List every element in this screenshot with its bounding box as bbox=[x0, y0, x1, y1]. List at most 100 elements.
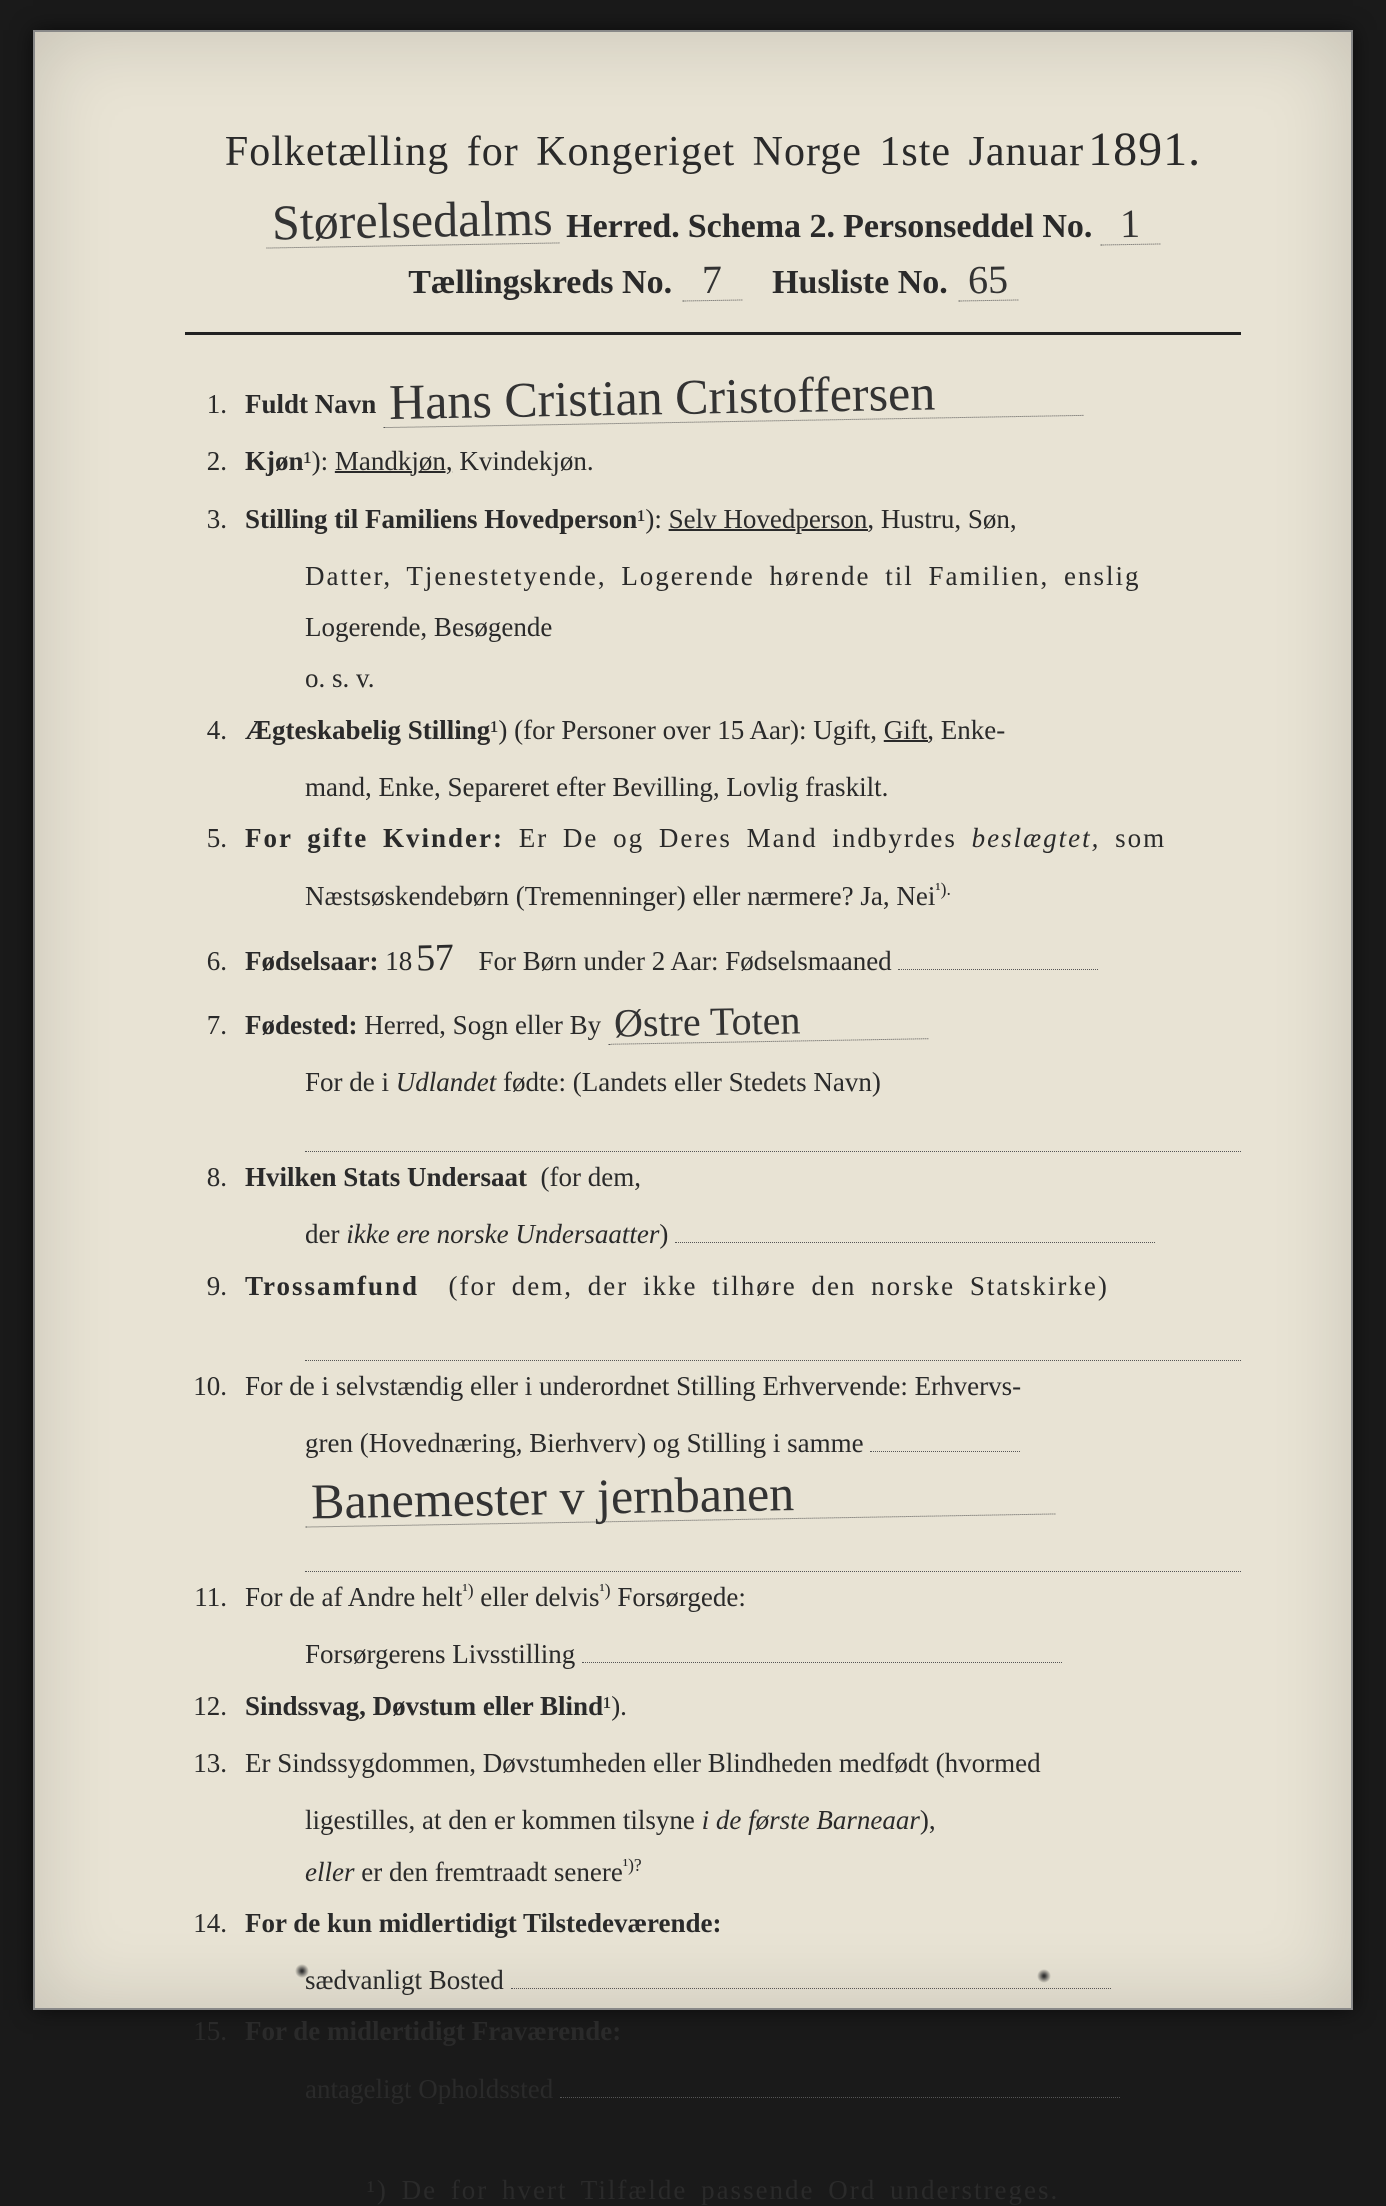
field-body: Sindssvag, Døvstum eller Blind¹). bbox=[245, 1681, 1241, 1732]
text: (for dem, der ikke tilhøre den norske St… bbox=[449, 1271, 1109, 1301]
field-label: For gifte Kvinder: bbox=[245, 823, 504, 853]
field-label: Trossamfund bbox=[245, 1271, 419, 1301]
field-num: 9. bbox=[185, 1261, 245, 1312]
dotted-blank bbox=[582, 1634, 1062, 1664]
title-year: 1891. bbox=[1088, 123, 1201, 176]
field-num: 3. bbox=[185, 494, 245, 545]
field-15-line2: antageligt Opholdssted bbox=[305, 2064, 1241, 2115]
text: Er Sindssygdommen, Døvstumheden eller Bl… bbox=[245, 1748, 1041, 1778]
field-9: 9. Trossamfund (for dem, der ikke tilhør… bbox=[185, 1261, 1241, 1312]
schema-label: Schema 2. bbox=[688, 208, 835, 246]
options-rest: Hustru, Søn, bbox=[881, 504, 1017, 534]
text: som bbox=[1115, 823, 1166, 853]
year-prefix: 18 bbox=[385, 946, 412, 976]
field-14-line2: sædvanligt Bosted bbox=[305, 1955, 1241, 2006]
text: der bbox=[305, 1219, 339, 1249]
field-num: 1. bbox=[185, 379, 245, 430]
field-14: 14. For de kun midlertidigt Tilstedevære… bbox=[185, 1898, 1241, 1949]
field-body: For de i selvstændig eller i underordnet… bbox=[245, 1361, 1241, 1412]
field-1: 1. Fuldt Navn Hans Cristian Cristofferse… bbox=[185, 371, 1241, 430]
divider bbox=[185, 332, 1241, 335]
field-num: 2. bbox=[185, 436, 245, 487]
field-3-line4: o. s. v. bbox=[305, 653, 1241, 704]
footnote-ref: ¹) bbox=[600, 1580, 611, 1600]
text: For Børn under 2 Aar: Fødselsmaaned bbox=[478, 946, 891, 976]
field-7: 7. Fødested: Herred, Sogn eller By Østre… bbox=[185, 1000, 1241, 1051]
dotted-blank bbox=[870, 1423, 1020, 1453]
header-block: Folketælling for Kongeriget Norge 1ste J… bbox=[185, 122, 1241, 302]
dotted-blank-line bbox=[305, 1109, 1241, 1152]
field-13: 13. Er Sindssygdommen, Døvstumheden elle… bbox=[185, 1738, 1241, 1789]
footnote-ref: ¹). bbox=[603, 1691, 627, 1721]
field-10-line2: gren (Hovednæring, Bierhverv) og Stillin… bbox=[305, 1418, 1241, 1469]
field-label: Kjøn bbox=[245, 446, 304, 476]
birthplace-hw: Østre Toten bbox=[608, 998, 929, 1045]
field-label: Hvilken Stats Undersaat bbox=[245, 1162, 527, 1192]
dotted-blank-line bbox=[305, 1529, 1241, 1572]
field-body: Fødested: Herred, Sogn eller By Østre To… bbox=[245, 1000, 1241, 1051]
field-8-line2: der ikke ere norske Undersaatter) bbox=[305, 1209, 1241, 1260]
field-num: 10. bbox=[185, 1361, 245, 1412]
field-num: 4. bbox=[185, 705, 245, 756]
census-form-page: Folketælling for Kongeriget Norge 1ste J… bbox=[33, 30, 1353, 2010]
field-body: Hvilken Stats Undersaat (for dem, bbox=[245, 1152, 1241, 1203]
occupation-hw: Banemester v jernbanen bbox=[305, 1463, 1056, 1527]
dotted-blank bbox=[560, 2068, 1120, 2098]
birthyear-hw: 57 bbox=[411, 921, 459, 994]
field-15: 15. For de midlertidigt Fraværende: bbox=[185, 2006, 1241, 2057]
text: fødte: (Landets eller Stedets Navn) bbox=[503, 1067, 881, 1097]
em-ikke-norske: ikke ere norske Undersaatter bbox=[346, 1219, 659, 1249]
text: For de af Andre helt bbox=[245, 1582, 462, 1612]
text: Forsørgede: bbox=[617, 1582, 746, 1612]
field-num: 12. bbox=[185, 1681, 245, 1732]
field-label: Fuldt Navn bbox=[245, 389, 376, 419]
em-udlandet: Udlandet bbox=[396, 1067, 497, 1097]
text: er den fremtraadt senere bbox=[361, 1857, 623, 1887]
field-num: 7. bbox=[185, 1000, 245, 1051]
field-body: Fødselsaar: 1857 For Børn under 2 Aar: F… bbox=[245, 922, 1241, 994]
field-3: 3. Stilling til Familiens Hovedperson¹):… bbox=[185, 494, 1241, 545]
title-line-2: Størelsedalms Herred. Schema 2. Personse… bbox=[185, 195, 1241, 246]
field-num: 8. bbox=[185, 1152, 245, 1203]
option-mandkjon: Mandkjøn, bbox=[335, 446, 453, 476]
field-2: 2. Kjøn¹): Mandkjøn, Kvindekjøn. bbox=[185, 436, 1241, 487]
field-label: Sindssvag, Døvstum eller Blind bbox=[245, 1691, 603, 1721]
field-4-line2: mand, Enke, Separeret efter Bevilling, L… bbox=[305, 762, 1241, 813]
text: antageligt Opholdssted bbox=[305, 2074, 553, 2104]
text: sædvanligt Bosted bbox=[305, 1965, 504, 1995]
husliste-no: 65 bbox=[957, 259, 1018, 301]
field-8: 8. Hvilken Stats Undersaat (for dem, bbox=[185, 1152, 1241, 1203]
text: gren (Hovednæring, Bierhverv) og Stillin… bbox=[305, 1428, 864, 1458]
paren: (for dem, bbox=[541, 1162, 641, 1192]
footnote-ref: ¹). bbox=[935, 879, 950, 899]
field-label: For de midlertidigt Fraværende: bbox=[245, 2016, 621, 2046]
footnote-ref: ¹)? bbox=[623, 1855, 642, 1875]
paper-stain bbox=[1037, 1969, 1051, 1983]
text: ), bbox=[920, 1805, 936, 1835]
field-11: 11. For de af Andre helt¹) eller delvis¹… bbox=[185, 1572, 1241, 1623]
herred-handwritten: Størelsedalms bbox=[265, 192, 558, 248]
em-barneaar: i de første Barneaar bbox=[702, 1805, 920, 1835]
dotted-blank bbox=[511, 1959, 1111, 1989]
field-body: Ægteskabelig Stilling¹) (for Personer ov… bbox=[245, 705, 1241, 756]
field-11-line2: Forsørgerens Livsstilling bbox=[305, 1629, 1241, 1680]
field-6: 6. Fødselsaar: 1857 For Børn under 2 Aar… bbox=[185, 922, 1241, 994]
field-5: 5. For gifte Kvinder: Er De og Deres Man… bbox=[185, 813, 1241, 864]
paren: (for Personer over 15 Aar): bbox=[514, 715, 806, 745]
field-body: Stilling til Familiens Hovedperson¹): Se… bbox=[245, 494, 1241, 545]
field-num: 14. bbox=[185, 1898, 245, 1949]
text: Er De og Deres Mand indbyrdes bbox=[519, 823, 957, 853]
field-label: Stilling til Familiens Hovedperson bbox=[245, 504, 637, 534]
text: ) bbox=[659, 1219, 668, 1249]
herred-label: Herred. bbox=[566, 208, 680, 246]
text: For de i selvstændig eller i underordnet… bbox=[245, 1371, 1021, 1401]
field-7-line2: For de i Udlandet fødte: (Landets eller … bbox=[305, 1057, 1241, 1108]
text: eller delvis bbox=[480, 1582, 599, 1612]
personseddel-label: Personseddel No. bbox=[843, 208, 1092, 246]
field-label: Fødselsaar: bbox=[245, 946, 378, 976]
footnote: ¹) De for hvert Tilfælde passende Ord un… bbox=[185, 2175, 1241, 2206]
field-10: 10. For de i selvstændig eller i underor… bbox=[185, 1361, 1241, 1412]
em-eller: eller bbox=[305, 1857, 354, 1887]
option-gift: Gift, bbox=[884, 715, 934, 745]
text: ligestilles, at den er kommen tilsyne bbox=[305, 1805, 695, 1835]
